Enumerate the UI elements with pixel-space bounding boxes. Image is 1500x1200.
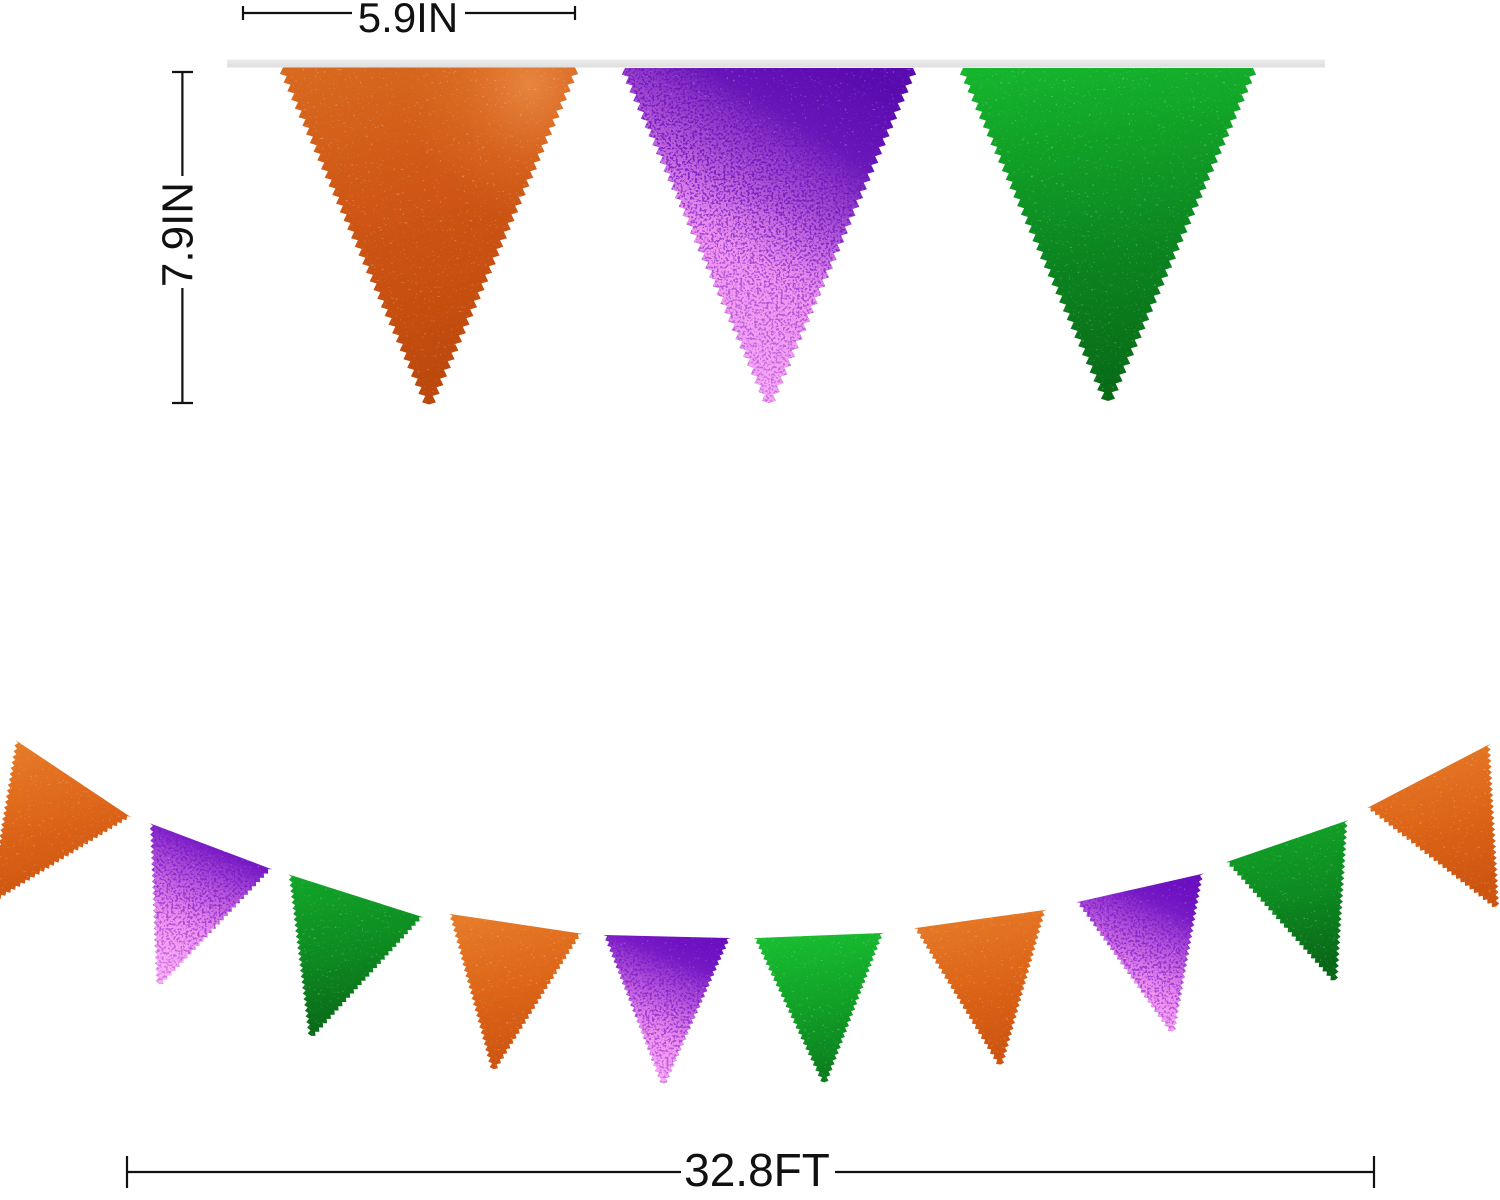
svg-text:5.9IN: 5.9IN [358, 0, 458, 41]
svg-text:32.8FT: 32.8FT [684, 1144, 830, 1195]
svg-text:7.9IN: 7.9IN [153, 182, 202, 287]
